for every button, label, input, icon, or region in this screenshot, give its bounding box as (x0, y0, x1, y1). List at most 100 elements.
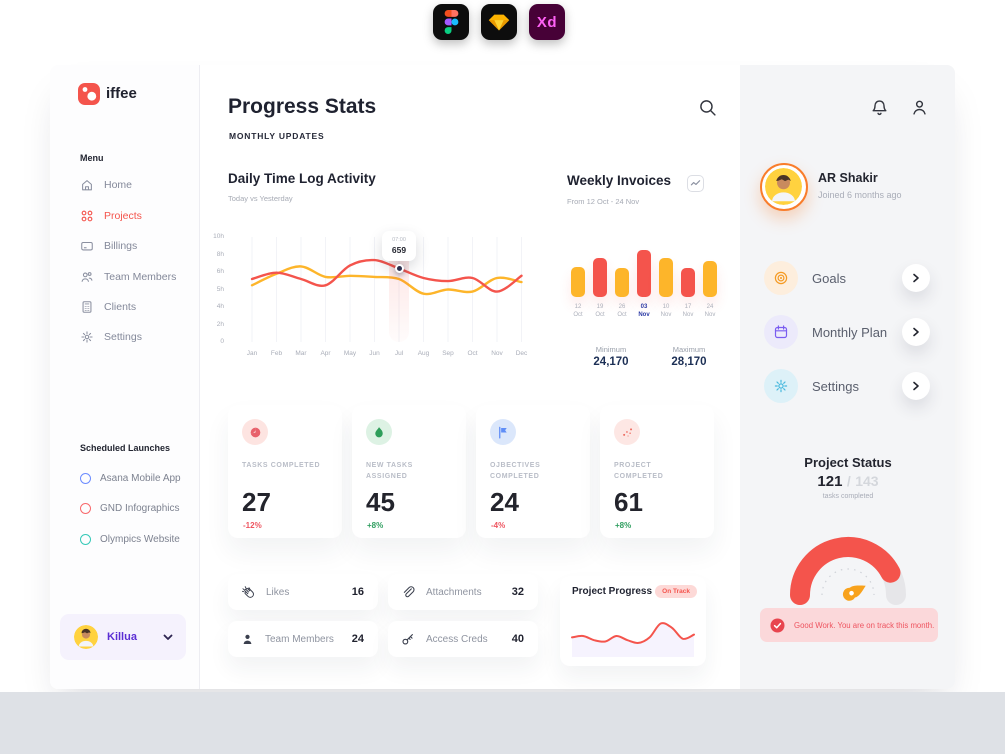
quick-stat-likes: Likes 16 (228, 574, 378, 610)
quick-stat-value: 32 (511, 586, 524, 598)
clap-icon (241, 585, 255, 599)
quick-stat-team-members: Team Members 24 (228, 621, 378, 657)
sidebar-item-clients[interactable]: Clients (80, 295, 192, 319)
launches-section-label: Scheduled Launches (80, 443, 171, 453)
sidebar-item-home[interactable]: Home (80, 173, 192, 197)
y-axis-tick: 4h (216, 303, 224, 310)
invoice-bar (615, 268, 629, 297)
data-point-marker (394, 264, 404, 273)
chevron-right-icon[interactable] (902, 264, 930, 292)
user-switcher[interactable]: Killua (60, 614, 186, 660)
figma-logo-glyph (444, 9, 458, 34)
x-axis-tick: May (343, 350, 357, 357)
dashboard: iffee Menu Home Projects Billings Team M… (50, 65, 955, 689)
invoice-bar (659, 257, 673, 297)
y-axis-tick: 0 (220, 338, 224, 345)
quick-stat-label: Team Members (265, 633, 334, 645)
sidebar-item-team-members[interactable]: Team Members (80, 265, 192, 289)
panel-item-monthly-plan[interactable]: Monthly Plan (764, 314, 930, 350)
quick-stat-label: Attachments (426, 586, 482, 598)
invoice-bar (571, 266, 585, 297)
sidebar-item-label: Projects (104, 210, 142, 222)
panel-item-label: Settings (812, 378, 859, 394)
daily-chart-title: Daily Time Log Activity (228, 171, 376, 186)
y-axis-tick: 5h (216, 285, 224, 293)
launch-item-gnd[interactable]: GND Infographics (80, 499, 192, 517)
trend-icon[interactable] (687, 175, 704, 192)
x-axis-tick: Sep (442, 350, 454, 357)
member-icon (241, 633, 254, 646)
pie-chart-icon (242, 419, 268, 445)
chevron-right-icon[interactable] (902, 318, 930, 346)
sidebar-item-label: Home (104, 179, 133, 191)
tasks-total-count: 143 (855, 473, 879, 489)
app-logo-icon (78, 83, 100, 105)
daily-line-chart (250, 237, 523, 342)
panel-item-settings[interactable]: Settings (764, 368, 930, 404)
user-name: Killua (107, 631, 137, 643)
sparkle-icon (614, 419, 640, 445)
weekly-invoices-bars: 12 Oct 19 Oct 26 Oct 03 Nov 10 Nov 17 Nov 24 Nov (567, 215, 727, 319)
launch-item-olympics[interactable]: Olympics Website (80, 530, 192, 548)
page-title: Progress Stats (228, 95, 377, 118)
quick-stat-access-creds: Access Creds 40 (388, 621, 538, 657)
y-axis-tick: 6h (216, 268, 224, 275)
people-icon (81, 272, 93, 282)
x-axis-tick: Feb (270, 350, 283, 357)
figma-icon (433, 4, 469, 40)
avatar (765, 168, 802, 205)
search-button[interactable] (698, 98, 720, 120)
stat-card-tasks-completed: TASKS COMPLETED 27 -12% (228, 405, 342, 538)
daily-chart-x-axis: Jan Feb Mar Apr May Jun Jul Aug Sep Oct Nov Dec (236, 350, 551, 360)
quick-stat-value: 40 (511, 633, 524, 645)
sidebar-item-label: Settings (104, 331, 142, 343)
sidebar-item-label: Billings (104, 240, 138, 252)
minimum-value: 24,170 (593, 356, 629, 368)
x-axis-tick: Oct (467, 350, 478, 357)
sidebar-item-projects[interactable]: Projects (80, 204, 192, 228)
grid-icon (81, 210, 93, 222)
account-button[interactable] (910, 98, 932, 120)
x-axis-tick: Mar (295, 350, 307, 357)
stat-card-project-completed: PROJECT COMPLETED 61 +8% (600, 405, 714, 538)
panel-item-goals[interactable]: Goals (764, 260, 930, 296)
profile-avatar[interactable] (760, 163, 808, 211)
invoice-bar (681, 268, 695, 297)
x-axis-tick: Jun (369, 350, 380, 357)
stat-card-label: NEW TASKS ASSIGNED (366, 462, 413, 480)
status-ring-icon (80, 533, 91, 545)
stat-card-objectives: OJBECTIVES COMPLETED 24 -4% (476, 405, 590, 538)
panel-item-label: Goals (812, 270, 846, 286)
menu-section-label: Menu (80, 153, 104, 163)
daily-chart-subtitle: Today vs Yesterday (228, 194, 293, 203)
person-icon (913, 100, 926, 115)
ratio-separator: / (846, 473, 851, 489)
avatar (74, 625, 98, 649)
launch-item-asana[interactable]: Asana Mobile App (80, 469, 192, 487)
project-status-title: Project Status (804, 455, 892, 470)
quick-stat-value: 24 (351, 633, 364, 645)
sketch-icon (481, 4, 517, 40)
stat-card-label: TASKS COMPLETED (242, 462, 321, 469)
sidebar-item-settings[interactable]: Settings (80, 325, 192, 349)
weekly-chart-title: Weekly Invoices (567, 173, 672, 188)
x-axis-tick: Jul (394, 350, 404, 357)
project-status-ratio: 121 / 143 (758, 473, 938, 491)
stat-card-value: 27 (242, 487, 271, 517)
gear-icon (764, 369, 798, 403)
stat-card-value: 24 (490, 487, 519, 517)
check-circle-icon (770, 618, 785, 633)
chevron-down-icon (163, 634, 173, 641)
calculator-icon (82, 301, 92, 313)
stat-card-label: OJBECTIVES COMPLETED (490, 462, 541, 480)
sidebar-item-billings[interactable]: Billings (80, 234, 192, 258)
bar-category-label: 10 Nov (660, 304, 672, 319)
x-axis-tick: Aug (417, 350, 430, 357)
notifications-button[interactable] (870, 98, 892, 120)
flag-icon (490, 419, 516, 445)
calendar-icon (764, 315, 798, 349)
invoice-bar (593, 257, 607, 297)
chevron-right-icon[interactable] (902, 372, 930, 400)
x-axis-tick: Apr (320, 350, 331, 357)
stat-card-delta: -12% (243, 521, 262, 530)
